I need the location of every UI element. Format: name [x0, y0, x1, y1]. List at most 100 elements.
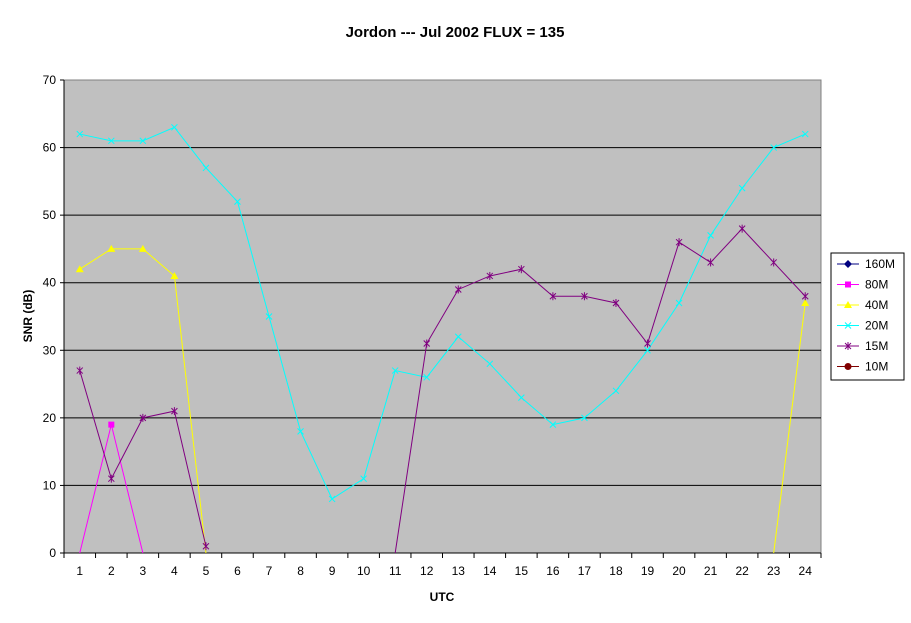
legend-box: [830, 252, 905, 381]
y-tick-label: 60: [43, 141, 57, 155]
x-tick-label: 12: [420, 564, 434, 578]
data-point: [518, 394, 525, 401]
data-point: [612, 298, 620, 307]
data-point: [770, 144, 778, 151]
legend-label: 80M: [865, 278, 888, 292]
data-point: [139, 413, 147, 422]
x-axis-title: UTC: [430, 590, 455, 604]
legend-marker: [844, 322, 852, 329]
data-point: [581, 292, 588, 301]
x-tick-label: 6: [234, 564, 241, 578]
legend: 160M 80M 40M 20M 15M 10M: [830, 252, 905, 381]
legend-marker: [845, 281, 851, 288]
data-point: [644, 339, 651, 348]
y-tick-labels: 0 10 20 30 40 50 60 70: [43, 73, 57, 560]
legend-marker: [844, 342, 852, 350]
x-tick-label: 17: [578, 564, 592, 578]
x-tick-label: 1: [76, 564, 83, 578]
data-point: [108, 421, 115, 428]
y-tick-label: 50: [43, 208, 57, 222]
data-point: [518, 265, 525, 274]
series-line: [773, 302, 806, 554]
series-line: [79, 126, 806, 500]
data-point: [801, 130, 809, 138]
y-tick-label: 40: [43, 276, 57, 290]
data-point: [423, 373, 431, 381]
data-point: [75, 265, 84, 273]
data-point: [76, 366, 84, 375]
data-point: [360, 475, 367, 483]
data-point: [707, 258, 714, 267]
series-40m: [75, 244, 810, 554]
data-point: [612, 387, 620, 395]
data-point: [107, 474, 115, 483]
x-tick-label: 7: [266, 564, 273, 578]
data-point: [738, 184, 746, 192]
series-15m: [76, 224, 809, 554]
data-point: [486, 360, 494, 368]
data-point: [644, 346, 651, 354]
x-tick-label: 10: [357, 564, 371, 578]
data-point: [138, 244, 147, 252]
x-tick-label: 18: [609, 564, 623, 578]
x-tick-label: 20: [672, 564, 686, 578]
x-tick-label: 22: [735, 564, 749, 578]
legend-marker: [844, 260, 852, 268]
y-tick-label: 30: [43, 343, 57, 357]
data-point: [423, 339, 431, 348]
data-point: [202, 164, 210, 172]
x-tick-label: 2: [108, 564, 115, 578]
legend-item-20m: 20M: [837, 319, 888, 333]
x-tick-label: 11: [389, 564, 402, 578]
data-point: [265, 313, 273, 320]
legend-item-15m: 15M: [837, 339, 888, 353]
data-point: [202, 542, 210, 551]
x-tick-label: 23: [767, 564, 781, 578]
legend-label: 160M: [865, 257, 895, 271]
data-point: [107, 244, 116, 252]
data-point: [139, 137, 147, 145]
x-tick-label: 15: [515, 564, 529, 578]
legend-label: 20M: [865, 319, 888, 333]
data-point: [801, 298, 810, 306]
series-80m: [79, 421, 144, 554]
data-point: [328, 495, 336, 503]
legend-item-80m: 80M: [837, 278, 888, 292]
axes: [60, 79, 822, 558]
data-point: [297, 428, 304, 435]
legend-label: 15M: [865, 339, 888, 353]
data-point: [801, 292, 809, 301]
series-line: [394, 227, 806, 554]
data-point: [107, 137, 115, 145]
data-point: [675, 299, 683, 307]
legend-label: 10M: [865, 360, 888, 374]
legend-marker: [844, 363, 852, 370]
x-tick-label: 9: [329, 564, 336, 578]
legend-label: 40M: [865, 298, 888, 312]
y-tick-label: 10: [43, 478, 57, 492]
legend-item-160m: 160M: [837, 257, 895, 271]
series-20m: [76, 123, 809, 503]
data-point: [171, 407, 178, 416]
data-point: [234, 198, 241, 205]
y-tick-label: 20: [43, 411, 57, 425]
x-tick-label: 14: [483, 564, 497, 578]
x-tick-label: 13: [452, 564, 466, 578]
series-lines: [75, 123, 810, 554]
data-point: [76, 130, 84, 138]
x-tick-label: 16: [546, 564, 560, 578]
data-point: [486, 271, 494, 280]
chart-title: Jordon --- Jul 2002 FLUX = 135: [346, 24, 565, 41]
legend-item-10m: 10M: [837, 360, 888, 374]
data-point: [675, 238, 683, 247]
data-point: [549, 292, 557, 301]
legend-item-40m: 40M: [837, 298, 888, 312]
data-point: [391, 367, 399, 374]
x-tick-label: 21: [704, 564, 718, 578]
x-tick-labels: 1 2 3 4 5 6 7 8 9 10 11 12 13 14 15 16 17 18 19 20 21 22 23 24: [76, 564, 812, 578]
y-tick-label: 0: [49, 546, 56, 560]
y-axis-title: SNR (dB): [21, 290, 35, 343]
data-point: [549, 421, 557, 428]
x-tick-label: 5: [203, 564, 210, 578]
